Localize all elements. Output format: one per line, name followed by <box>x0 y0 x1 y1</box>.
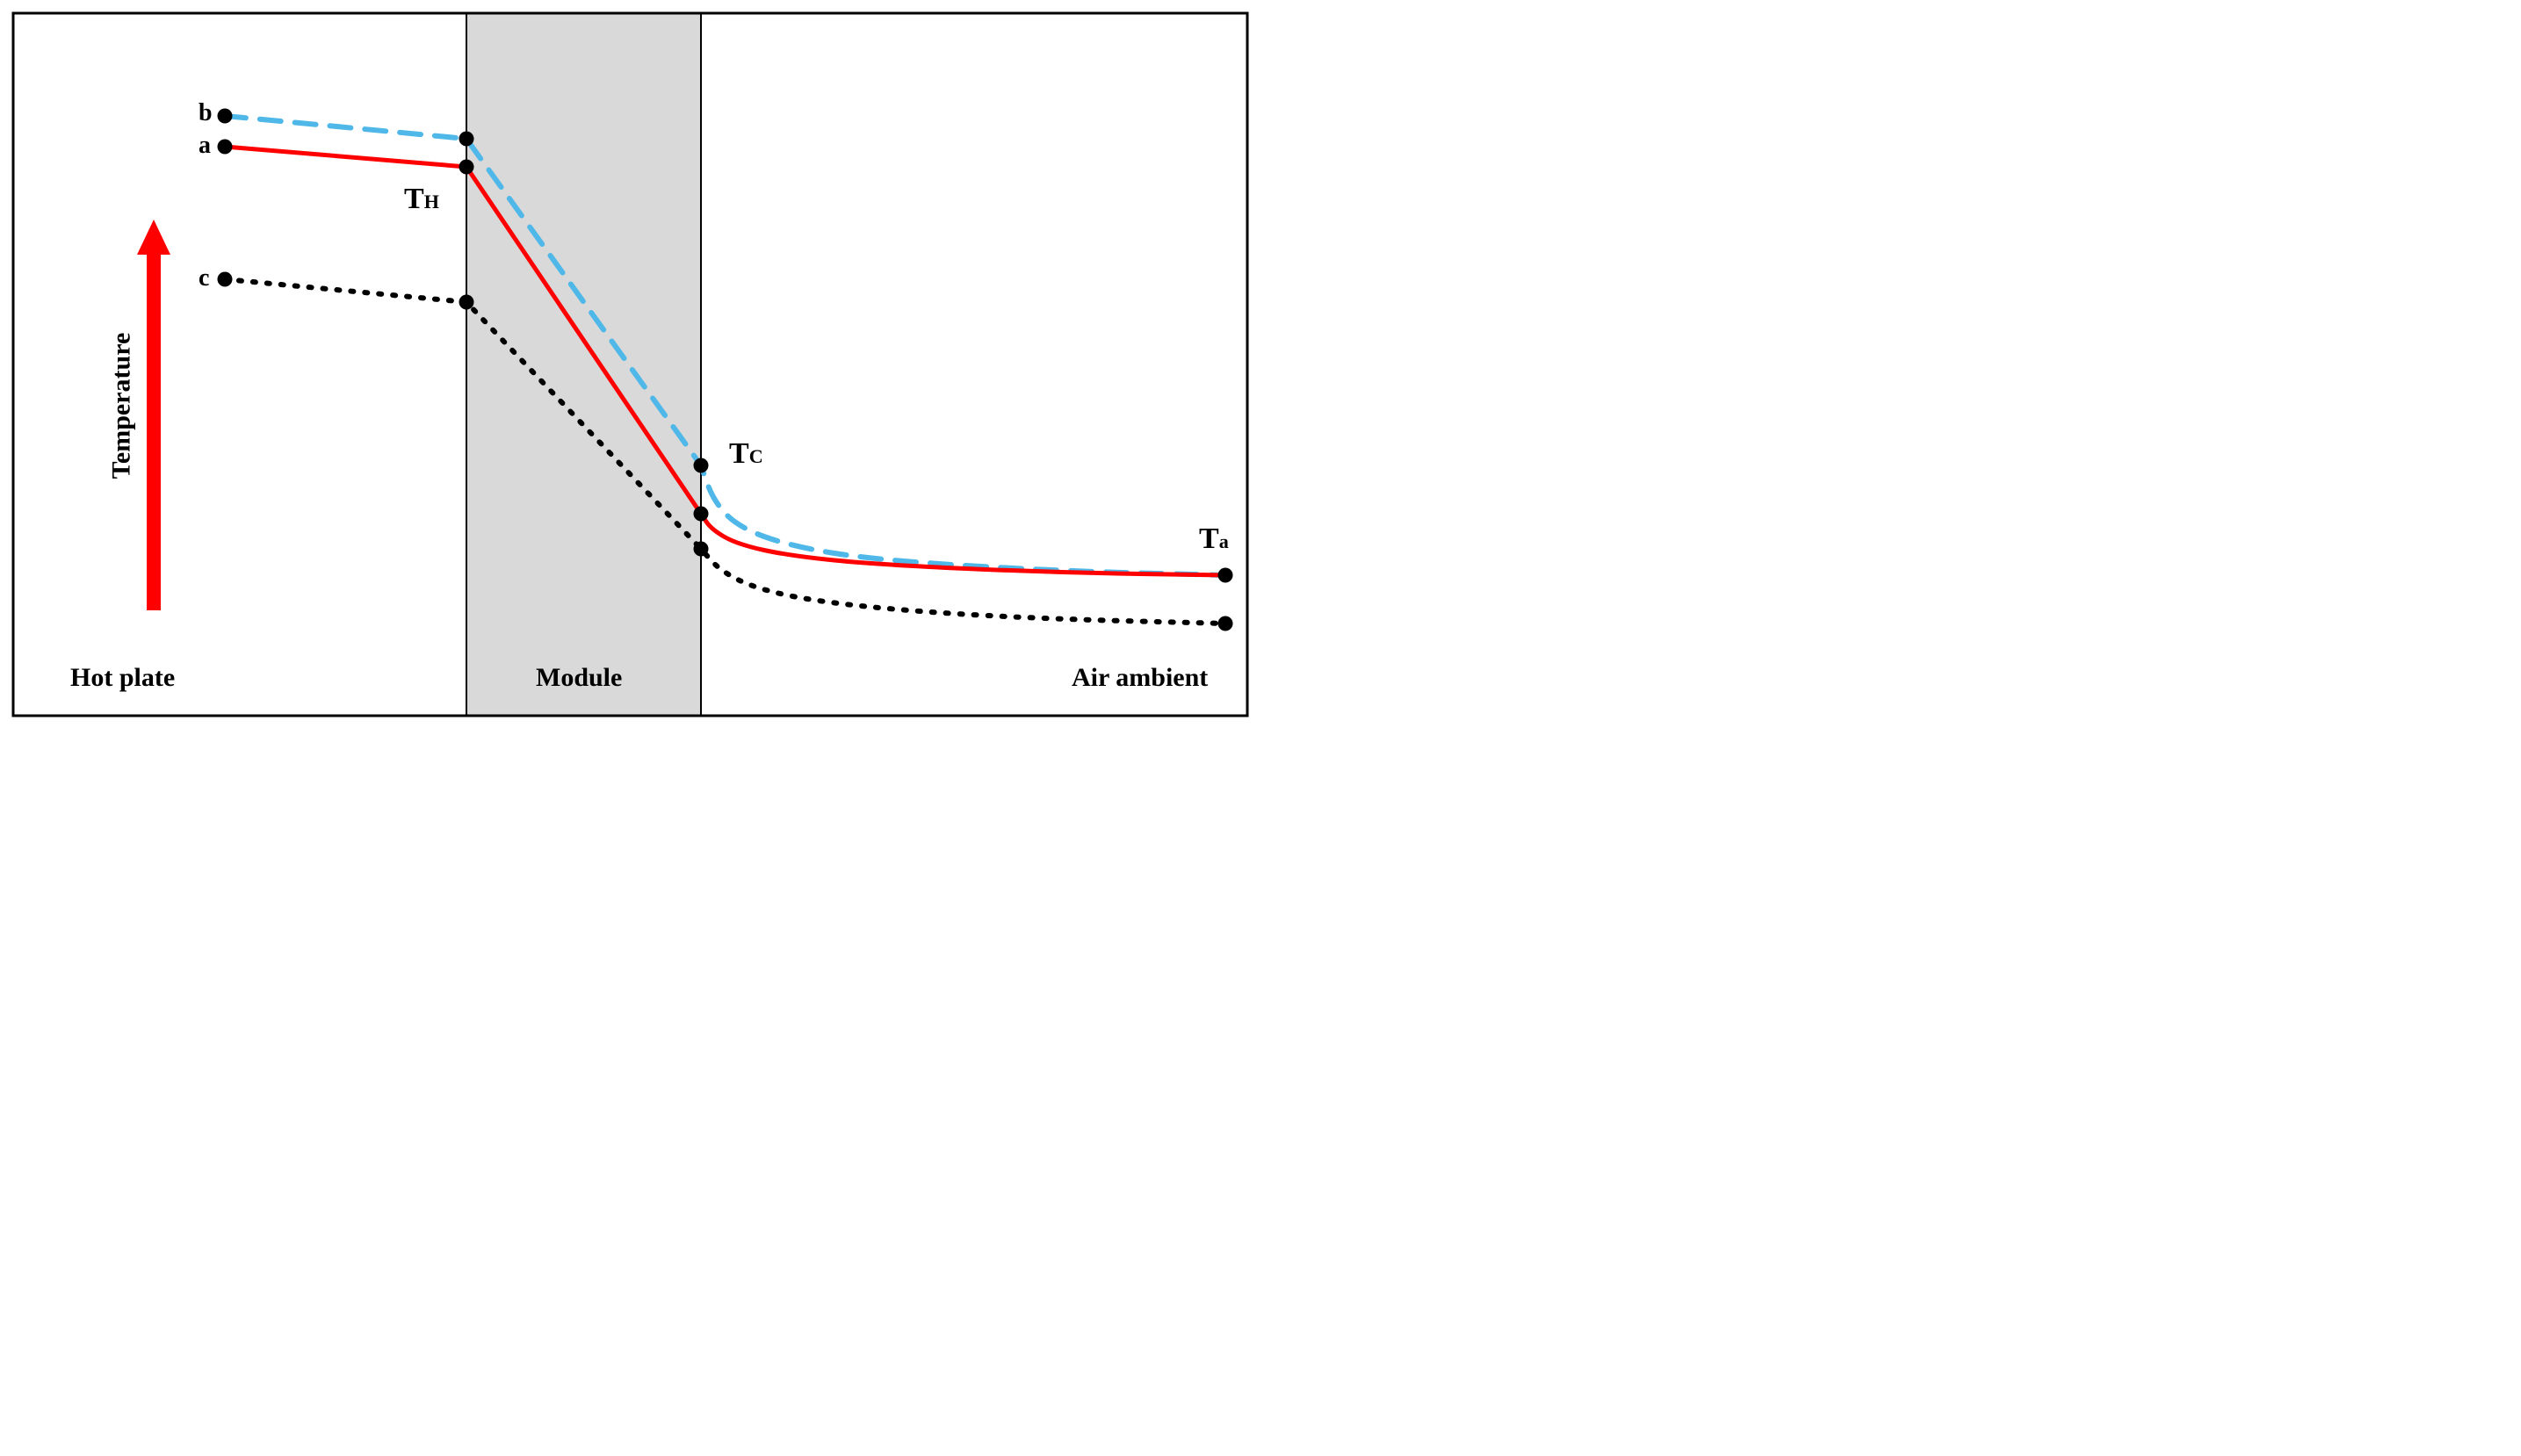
diagram-canvas: Temperature Hot plate Module Air ambient… <box>0 0 1260 728</box>
diagram-svg <box>0 0 1260 728</box>
point-label-b: b <box>199 99 213 127</box>
region-label-hot-plate: Hot plate <box>70 663 175 693</box>
point-label-TH: TH <box>404 183 439 216</box>
y-axis-label: Temperature <box>106 333 136 479</box>
TH-sub: H <box>424 191 439 213</box>
region-label-module: Module <box>536 663 622 693</box>
Ta-main: T <box>1199 523 1219 555</box>
TC-main: T <box>729 437 749 470</box>
point-label-Ta: Ta <box>1199 523 1229 556</box>
region-label-air-ambient: Air ambient <box>1072 663 1208 693</box>
Ta-sub: a <box>1219 530 1229 552</box>
TH-main: T <box>404 183 424 215</box>
TC-sub: C <box>749 445 763 467</box>
point-label-c: c <box>199 264 209 292</box>
point-label-a: a <box>199 132 211 160</box>
point-label-TC: TC <box>729 437 763 471</box>
